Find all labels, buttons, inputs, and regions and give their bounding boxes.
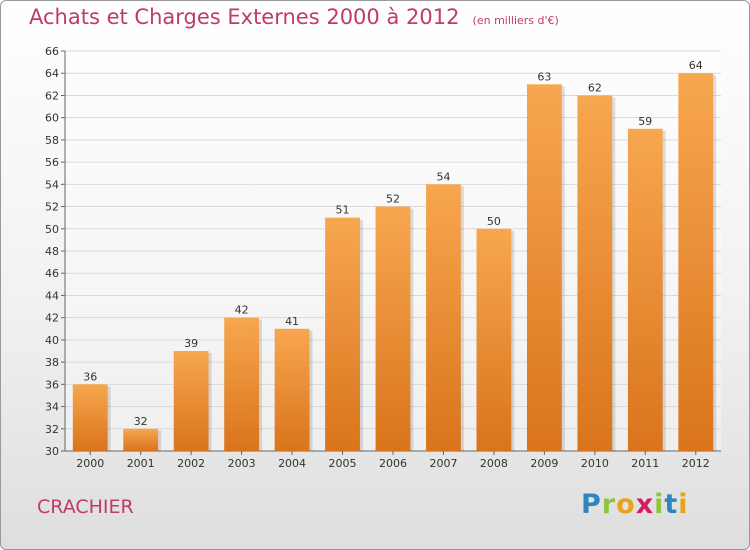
x-tick-label-2003: 2003 <box>228 457 256 470</box>
labels-layer: 36 32 39 42 41 51 52 54 50 63 62 59 64 <box>83 59 703 428</box>
value-label-2002: 39 <box>184 337 198 350</box>
y-tick-label: 62 <box>45 89 59 102</box>
logo-letter: t <box>664 489 679 520</box>
y-tick-label: 42 <box>45 312 59 325</box>
y-tick-label: 32 <box>45 423 59 436</box>
value-label-2011: 59 <box>638 115 652 128</box>
bar-2010 <box>577 95 613 451</box>
logo-letter: r <box>601 489 617 520</box>
proxiti-logo: Proxiti <box>581 489 689 520</box>
bars-layer <box>72 73 717 452</box>
y-tick-label: 50 <box>45 223 59 236</box>
y-tick-label: 48 <box>45 245 59 258</box>
x-tick-label-2006: 2006 <box>379 457 407 470</box>
x-tick-label-2000: 2000 <box>76 457 104 470</box>
bar-2002 <box>173 351 209 451</box>
bar-2009 <box>526 84 562 451</box>
commune-name: CRACHIER <box>37 496 134 518</box>
logo-letter: P <box>581 489 602 520</box>
x-tick-label-2010: 2010 <box>581 457 609 470</box>
chart-subtitle: (en milliers d'€) <box>472 14 559 27</box>
value-label-2009: 63 <box>537 70 551 83</box>
value-label-2001: 32 <box>134 415 148 428</box>
x-tick-label-2008: 2008 <box>480 457 508 470</box>
y-tick-label: 56 <box>45 156 59 169</box>
bar-2006 <box>375 206 411 451</box>
y-tick-label: 64 <box>45 67 59 80</box>
y-tick-label: 46 <box>45 267 59 280</box>
bar-2007 <box>426 184 461 452</box>
x-tick-label-2004: 2004 <box>278 457 306 470</box>
y-tick-label: 36 <box>45 378 59 391</box>
y-tick-label: 58 <box>45 134 59 147</box>
value-label-2012: 64 <box>689 59 703 72</box>
bar-2003 <box>224 317 260 451</box>
logo-letter: i <box>654 489 665 520</box>
value-label-2000: 36 <box>83 370 97 383</box>
x-tick-label-2012: 2012 <box>682 457 710 470</box>
y-tick-label: 38 <box>45 356 59 369</box>
bar-2005 <box>325 217 360 451</box>
value-label-2004: 41 <box>285 315 299 328</box>
bar-2004 <box>274 328 310 451</box>
value-label-2006: 52 <box>386 193 400 206</box>
bar-2000 <box>72 384 108 451</box>
y-tick-label: 54 <box>45 178 59 191</box>
bar-2001 <box>123 428 159 451</box>
x-tick-label-2007: 2007 <box>429 457 457 470</box>
x-tick-label-2005: 2005 <box>329 457 357 470</box>
chart-title: Achats et Charges Externes 2000 à 2012 <box>29 5 460 29</box>
x-tick-label-2002: 2002 <box>177 457 205 470</box>
y-tick-label: 40 <box>45 334 59 347</box>
x-tick-label-2001: 2001 <box>127 457 155 470</box>
bar-2008 <box>476 228 512 451</box>
logo-letter: x <box>635 489 655 520</box>
bar-2012 <box>678 73 714 451</box>
y-tick-label: 30 <box>45 445 59 458</box>
value-label-2005: 51 <box>336 204 350 217</box>
x-tick-label-2011: 2011 <box>631 457 659 470</box>
logo-letter: i <box>678 489 689 520</box>
y-tick-label: 60 <box>45 112 59 125</box>
y-tick-label: 52 <box>45 201 59 214</box>
y-tick-label: 34 <box>45 401 59 414</box>
x-tick-label-2009: 2009 <box>530 457 558 470</box>
bar-2011 <box>627 128 663 451</box>
logo-letter: o <box>616 489 636 520</box>
value-label-2003: 42 <box>235 304 249 317</box>
y-tick-label: 44 <box>45 289 59 302</box>
value-label-2008: 50 <box>487 215 501 228</box>
value-label-2007: 54 <box>436 170 450 183</box>
title-row: Achats et Charges Externes 2000 à 2012 (… <box>29 5 559 29</box>
value-label-2010: 62 <box>588 81 602 94</box>
y-tick-label: 66 <box>45 45 59 58</box>
